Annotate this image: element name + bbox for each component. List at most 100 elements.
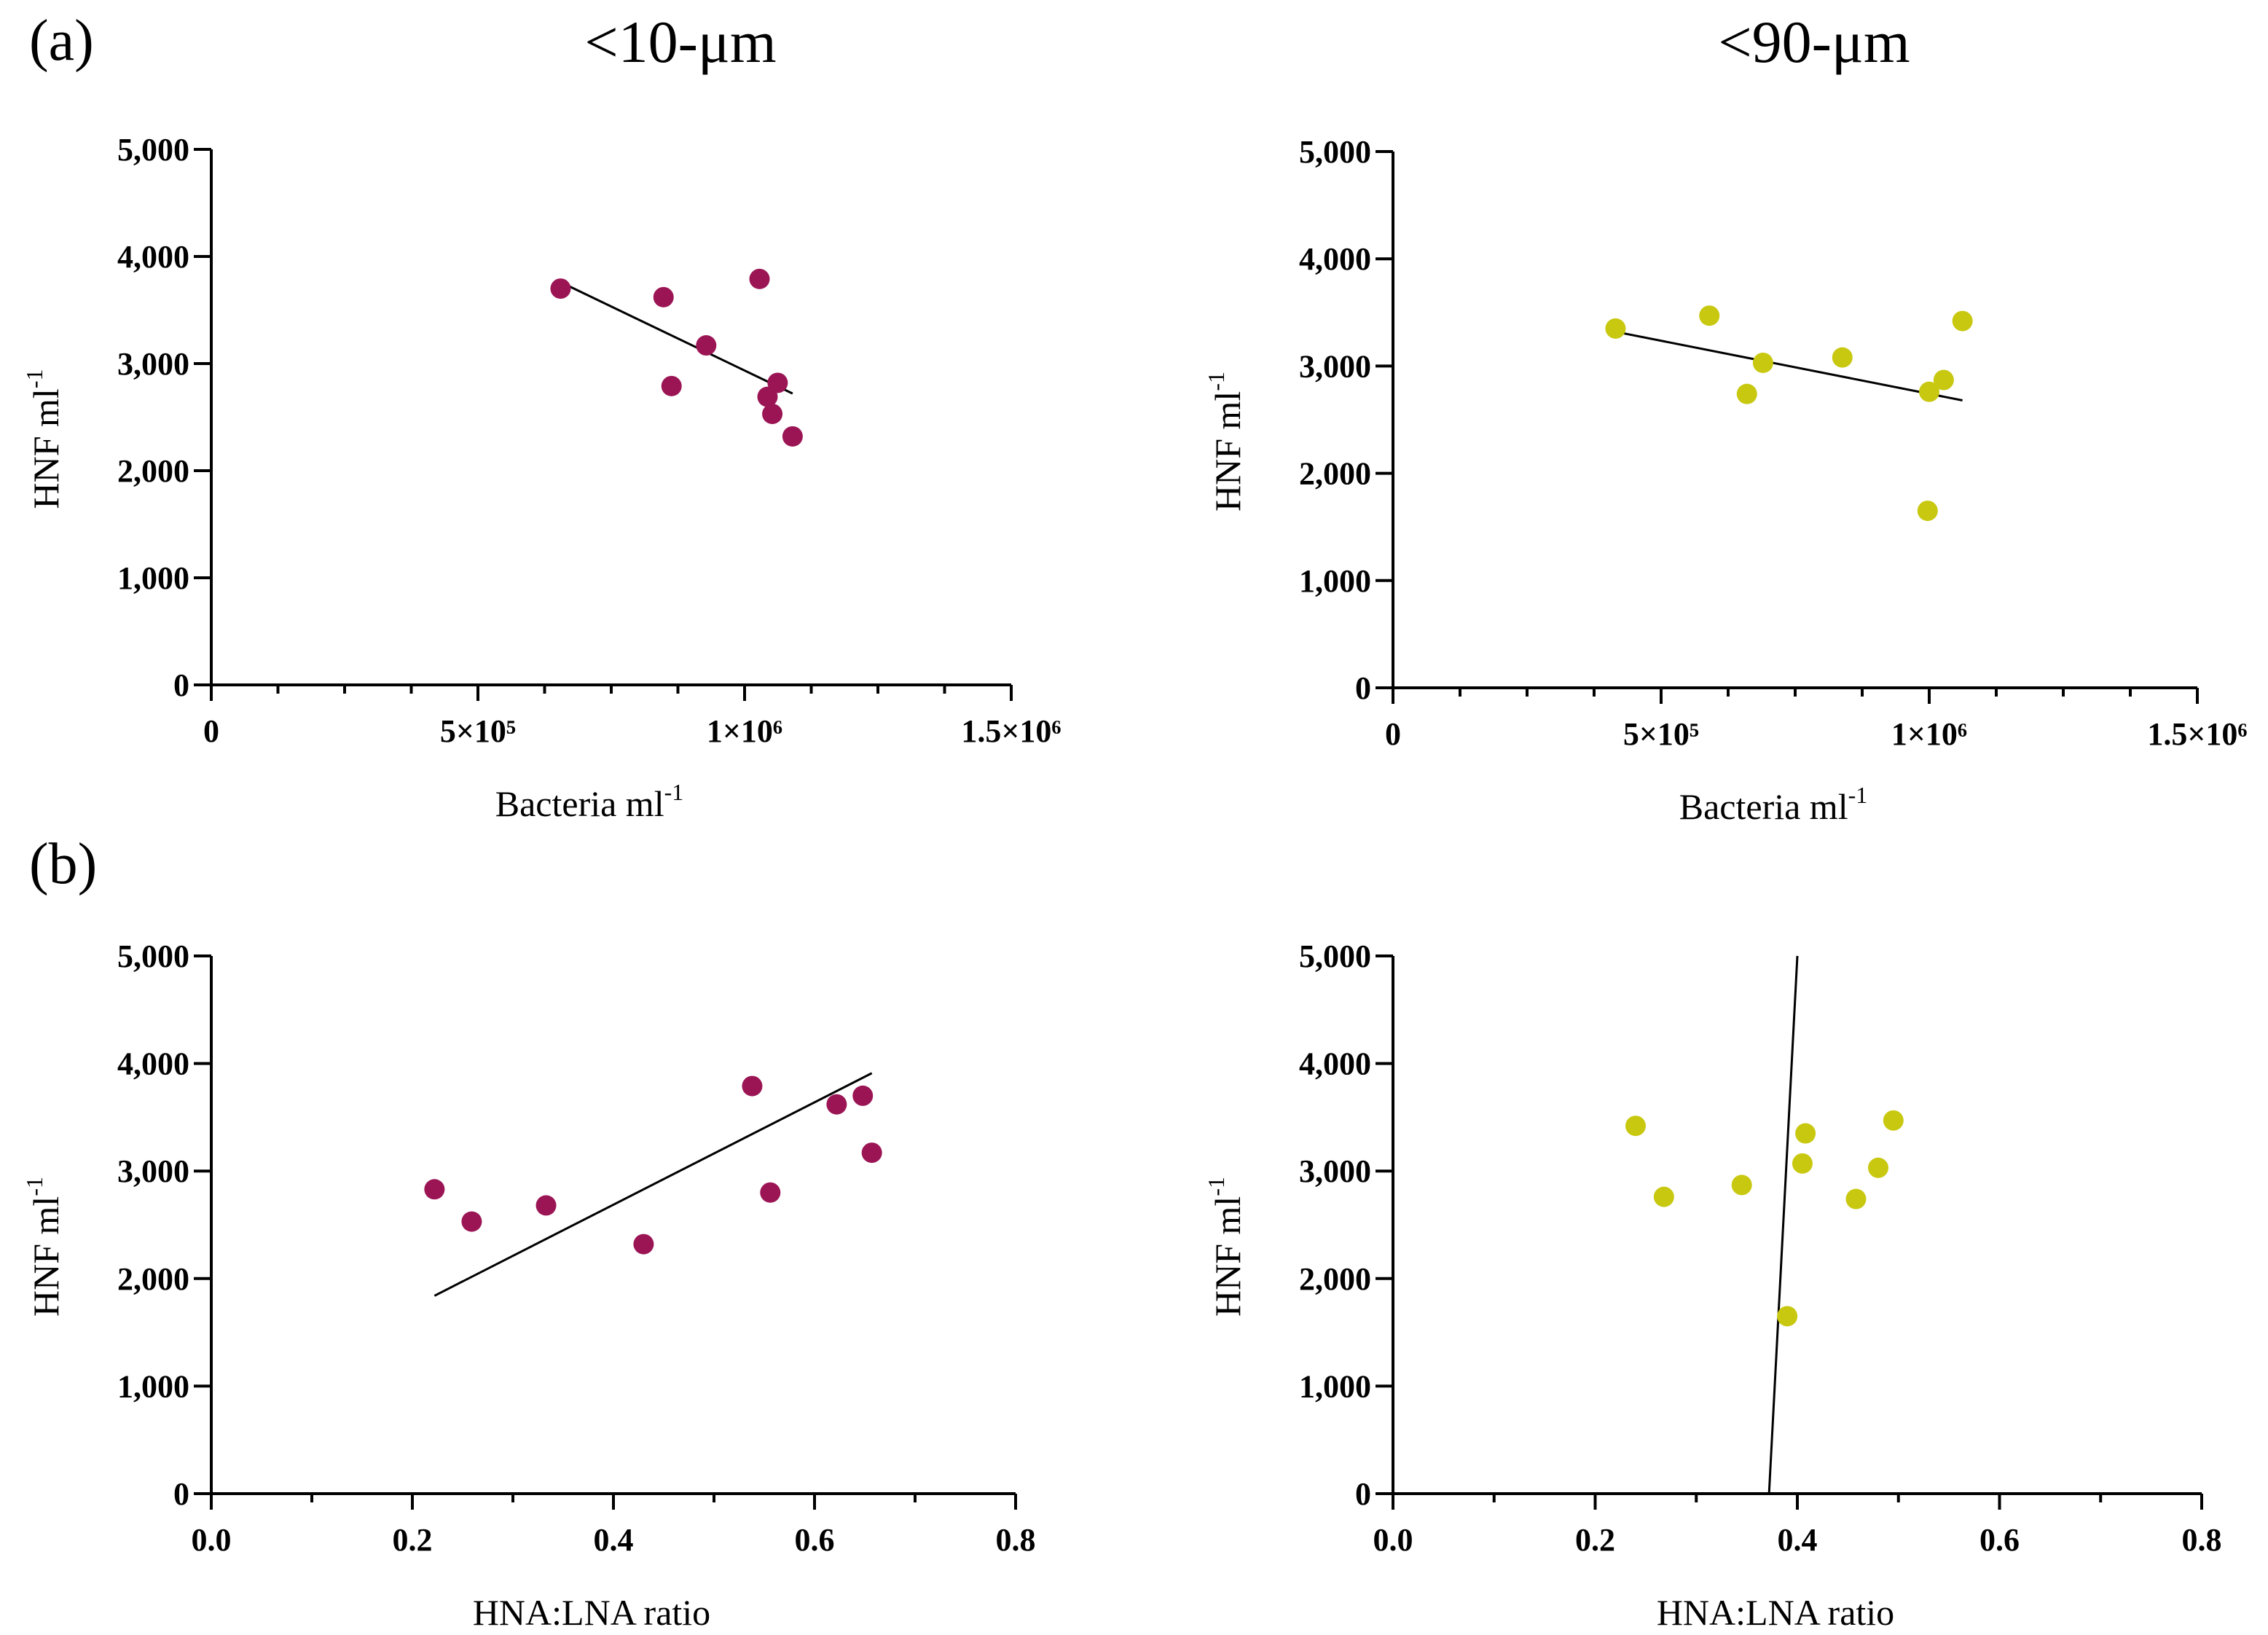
y-axis-title-text: HNF ml xyxy=(1207,391,1248,511)
data-point xyxy=(461,1211,482,1232)
x-tick-label: 5×10⁵ xyxy=(1623,716,1699,752)
y-tick-label: 2,000 xyxy=(1299,456,1371,492)
regression-line xyxy=(560,281,793,395)
y-axis-title: HNF ml-1 xyxy=(21,1177,66,1317)
data-point xyxy=(760,1182,781,1203)
x-axis-title-text: HNA:LNA ratio xyxy=(473,1592,710,1633)
x-axis-title: Bacteria ml-1 xyxy=(1679,782,1868,827)
x-tick-label: 1.5×10⁶ xyxy=(961,713,1061,749)
x-axis-title: HNA:LNA ratio xyxy=(1657,1592,1894,1633)
y-tick-label: 1,000 xyxy=(1299,1368,1371,1404)
x-tick-label: 0.4 xyxy=(594,1522,634,1558)
chart-b-90um: 0 1,000 2,000 3,000 4,000 5,000 0.0 0.2 0.4 0.6 0.… xyxy=(1203,938,2222,1633)
chart-a-90um: 0 1,000 2,000 3,000 4,000 5,000 0 5×10⁵ 1×10⁶ 1.5… xyxy=(1203,134,2248,827)
x-axis-title: HNA:LNA ratio xyxy=(473,1592,710,1633)
data-point xyxy=(633,1234,654,1255)
x-tick-label: 0 xyxy=(203,713,219,749)
data-point xyxy=(1777,1306,1798,1327)
y-axis-title-text: HNF ml xyxy=(25,1196,66,1317)
y-tick-label: 0 xyxy=(1355,670,1371,706)
data-point xyxy=(742,1075,763,1097)
y-axis-title-text: HNF ml xyxy=(25,388,66,509)
x-tick-label: 0.2 xyxy=(393,1522,433,1558)
y-tick-label: 1,000 xyxy=(1299,563,1371,599)
data-point xyxy=(1625,1116,1646,1137)
data-point xyxy=(767,372,788,393)
panel-label-b: (b) xyxy=(29,832,97,896)
y-tick-label: 1,000 xyxy=(117,1368,189,1404)
data-point xyxy=(826,1094,847,1115)
y-tick-label: 1,000 xyxy=(117,560,189,596)
y-tick-label: 5,000 xyxy=(1299,938,1371,974)
x-tick-label: 0.0 xyxy=(192,1522,232,1558)
data-point xyxy=(1952,310,1973,332)
x-tick-label: 5×10⁵ xyxy=(440,713,516,749)
y-tick-label: 0 xyxy=(1355,1476,1371,1512)
x-tick-label: 0.8 xyxy=(2182,1522,2222,1558)
data-point xyxy=(1699,305,1720,326)
column-title-10um: <10-μm xyxy=(584,9,776,75)
regression-line xyxy=(1767,955,1799,1494)
panel-label-a: (a) xyxy=(29,9,94,73)
data-point xyxy=(1795,1123,1816,1144)
y-axis-title-text: HNF ml xyxy=(1207,1196,1248,1317)
y-tick-label: 5,000 xyxy=(117,938,189,974)
data-point xyxy=(1731,1175,1752,1196)
y-axis-title-superscript: -1 xyxy=(21,1177,47,1196)
y-axis-title: HNF ml-1 xyxy=(1203,1177,1248,1317)
x-tick-label: 0 xyxy=(1385,716,1401,752)
data-point xyxy=(762,404,783,425)
data-point xyxy=(1845,1188,1867,1209)
chart-a-10um: 0 1,000 2,000 3,000 4,000 5,000 0 5×10⁵ 1×10⁶ 1.5… xyxy=(21,132,1062,824)
y-tick-label: 3,000 xyxy=(117,346,189,382)
data-point xyxy=(1752,352,1773,373)
x-tick-label: 0.6 xyxy=(795,1522,835,1558)
data-point xyxy=(1736,383,1757,404)
chart-grid: 0 1,000 2,000 3,000 4,000 5,000 0 5×10⁵ 1×10⁶ 1.5… xyxy=(21,132,2248,1633)
data-point xyxy=(653,286,674,307)
x-tick-label: 0.4 xyxy=(1778,1522,1818,1558)
y-tick-label: 4,000 xyxy=(117,1046,189,1082)
y-tick-label: 3,000 xyxy=(1299,348,1371,384)
data-point xyxy=(696,335,717,356)
x-axis-title-text: HNA:LNA ratio xyxy=(1657,1592,1894,1633)
data-point xyxy=(661,375,682,396)
y-axis-title: HNF ml-1 xyxy=(21,369,66,509)
data-point xyxy=(550,278,571,299)
x-axis-title: Bacteria ml-1 xyxy=(495,779,684,824)
data-point xyxy=(1832,347,1853,368)
data-point xyxy=(1933,369,1954,391)
y-tick-label: 2,000 xyxy=(117,1261,189,1297)
data-point xyxy=(1919,381,1939,402)
data-point xyxy=(1868,1157,1888,1178)
x-tick-label: 0.6 xyxy=(1979,1522,2020,1558)
x-tick-label: 1.5×10⁶ xyxy=(2147,716,2247,752)
data-point xyxy=(1792,1153,1813,1174)
y-axis-title: HNF ml-1 xyxy=(1203,372,1248,511)
y-tick-label: 4,000 xyxy=(117,239,189,275)
x-tick-label: 0.0 xyxy=(1373,1522,1413,1558)
column-title-90um: <90-μm xyxy=(1718,9,1910,75)
data-point xyxy=(1883,1110,1904,1131)
data-point xyxy=(535,1195,557,1216)
y-tick-label: 5,000 xyxy=(117,132,189,168)
regression-line xyxy=(1615,330,1963,401)
x-axis-title-superscript: -1 xyxy=(664,779,684,805)
data-point xyxy=(1917,501,1938,522)
x-tick-label: 0.2 xyxy=(1575,1522,1615,1558)
y-tick-label: 3,000 xyxy=(1299,1153,1371,1189)
y-axis-title-superscript: -1 xyxy=(21,369,47,389)
x-axis-title-superscript: -1 xyxy=(1848,782,1868,808)
y-axis-title-superscript: -1 xyxy=(1203,1177,1229,1196)
data-point xyxy=(852,1085,874,1106)
regression-line xyxy=(433,1072,873,1297)
y-tick-label: 4,000 xyxy=(1299,241,1371,277)
data-point xyxy=(1653,1186,1674,1207)
x-tick-label: 1×10⁶ xyxy=(707,713,782,749)
x-tick-label: 0.8 xyxy=(996,1522,1036,1558)
data-point xyxy=(1605,318,1626,339)
x-axis-title-text: Bacteria ml xyxy=(1679,786,1848,827)
x-tick-label: 1×10⁶ xyxy=(1891,716,1967,752)
data-point xyxy=(749,268,770,289)
